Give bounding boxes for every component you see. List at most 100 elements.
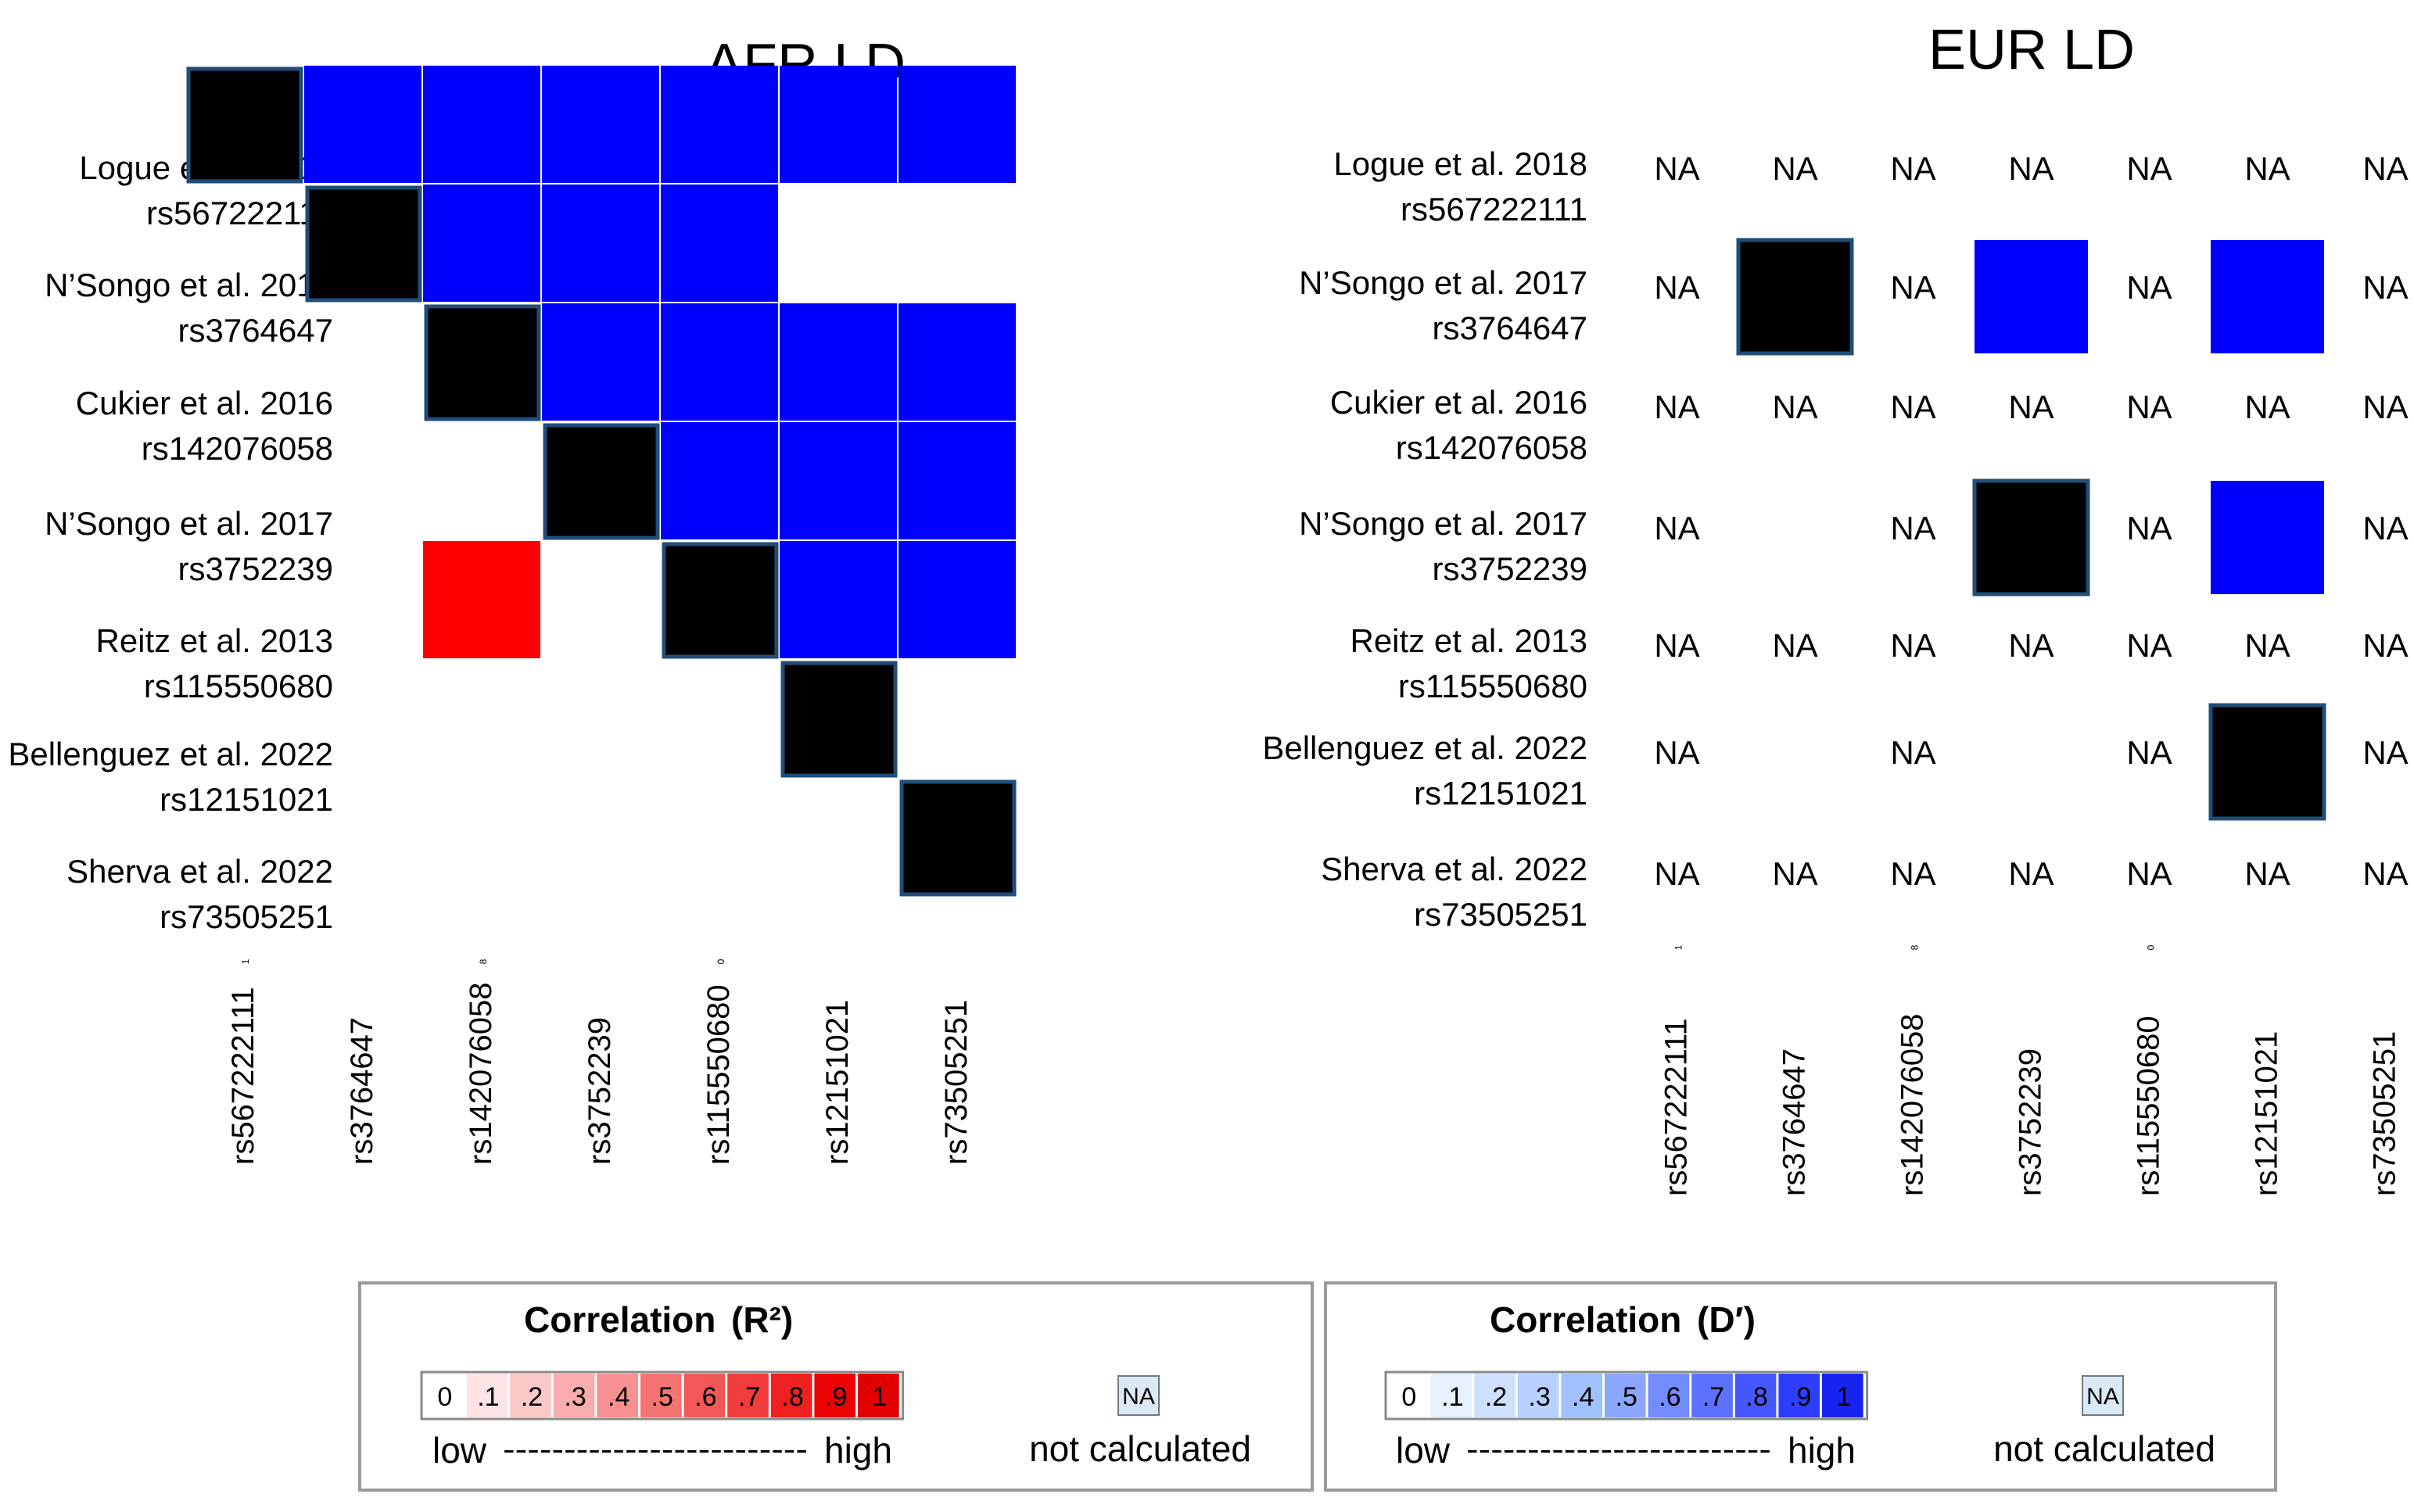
legend-scale-label: .8	[781, 1382, 803, 1412]
legend-r2-scale: 0 .1 .2 .3 .4 .5 .6 .7 .8 .9 1	[420, 1370, 905, 1421]
eur-cell-na: NA	[1772, 150, 1817, 187]
eur-column-label: rs142076058	[1896, 1013, 1930, 1196]
legend-scale-swatch	[1430, 1374, 1472, 1417]
legend-scale-label: .1	[477, 1382, 499, 1412]
afr-cell-blue	[542, 66, 659, 183]
legend-scale-label: 1	[872, 1382, 887, 1412]
legend-scale-label: .7	[1702, 1382, 1724, 1412]
eur-cell-na: NA	[1772, 627, 1817, 664]
afr-column-marker: 1	[240, 958, 251, 964]
legend-scale-label: .5	[1616, 1382, 1637, 1412]
legend-scale-label: .4	[1572, 1382, 1594, 1412]
afr-column-label: rs73505251	[939, 1000, 974, 1165]
afr-cell-blue	[304, 66, 421, 183]
eur-cell-blue	[2211, 481, 2324, 594]
eur-cell-na: NA	[2244, 627, 2290, 664]
eur-cell-diagonal	[1972, 478, 2090, 597]
afr-column-label: rs3752239	[583, 1017, 617, 1165]
eur-column-marker: 1	[1673, 944, 1684, 950]
afr-cell-red	[423, 541, 540, 658]
legend-scale-swatch	[423, 1374, 465, 1417]
eur-column-marker: 0	[2146, 944, 2157, 950]
legend-scale-label: .1	[1441, 1382, 1463, 1412]
legend-scale-swatch	[683, 1374, 726, 1417]
legend-scale-label: .2	[521, 1382, 543, 1412]
eur-column-label: rs73505251	[2368, 1031, 2402, 1196]
afr-cell-blue	[899, 541, 1016, 658]
eur-cell-na: NA	[1654, 269, 1699, 306]
eur-cell-diagonal	[1736, 238, 1854, 356]
legend-r2-not-calculated: not calculated	[1029, 1428, 1251, 1469]
eur-cell-blue	[1975, 240, 2088, 353]
eur-row-snp-label: rs3752239	[1433, 550, 1588, 587]
legend-scale-label: .5	[651, 1382, 673, 1412]
legend-scale-swatch	[1561, 1374, 1602, 1417]
legend-scale-swatch	[1822, 1374, 1863, 1417]
legend-scale-swatch	[466, 1374, 508, 1417]
eur-cell-na: NA	[2008, 389, 2054, 425]
eur-cell-na: NA	[2244, 389, 2290, 425]
eur-ld-title: EUR LD	[1928, 19, 2135, 81]
legend-dprime-dashes: -------------------------	[1466, 1432, 1771, 1467]
afr-row-snp-label: rs567222111	[146, 195, 333, 231]
eur-cell-na: NA	[2362, 627, 2408, 664]
eur-cell-na: NA	[1654, 734, 1699, 771]
eur-row-snp-label: rs12151021	[1414, 775, 1587, 812]
legend-scale-label: .3	[564, 1382, 586, 1412]
eur-heatmap-cells: NA NA NA NA NA NA NA NA NA NA NA NA NA NA NA NA NA NA NA NA…	[1654, 150, 2408, 892]
eur-cell-na: NA	[1890, 269, 1935, 306]
eur-column-label: rs567222111	[1659, 1018, 1694, 1196]
legend-scale-swatch	[1605, 1374, 1646, 1417]
eur-cell-na: NA	[2244, 150, 2290, 187]
legend-dprime-not-calculated: not calculated	[1993, 1428, 2215, 1469]
afr-cell-blue	[542, 303, 659, 421]
eur-cell-na: NA	[2362, 269, 2408, 306]
afr-cell-blue	[780, 541, 897, 658]
eur-cell-na: NA	[2362, 734, 2408, 771]
eur-cell-na: NA	[2126, 389, 2172, 425]
afr-cell-blue	[542, 185, 659, 302]
eur-cell-na: NA	[2126, 734, 2172, 771]
legend-scale-label: .8	[1745, 1382, 1767, 1412]
afr-row-study-label: Sherva et al. 2022	[66, 853, 333, 890]
legend-scale-swatch	[510, 1374, 551, 1417]
legend-scale-swatch	[1734, 1374, 1777, 1417]
afr-cell-blue	[661, 66, 778, 183]
legend-dprime-title: Correlation	[1490, 1299, 1681, 1340]
eur-column-label: rs115550680	[2132, 1016, 2166, 1196]
afr-row-snp-label: rs3752239	[178, 550, 334, 587]
afr-cell-blue	[423, 185, 540, 302]
afr-row-study-label: N’Songo et al. 2017	[45, 505, 333, 542]
eur-row-study-label: Sherva et al. 2022	[1321, 851, 1587, 887]
eur-cell-na: NA	[2362, 855, 2408, 892]
legend-dprime-low: low	[1396, 1430, 1451, 1471]
legend-scale-swatch	[814, 1374, 855, 1417]
afr-cell-blue	[899, 303, 1016, 421]
afr-cell-blue	[661, 185, 778, 302]
eur-cell-na: NA	[2008, 150, 2054, 187]
legend-scale-swatch	[1691, 1374, 1733, 1417]
afr-cell-diagonal	[662, 542, 779, 659]
eur-cell-na: NA	[2126, 269, 2172, 306]
eur-cell-na: NA	[1654, 389, 1699, 425]
eur-cell-na: NA	[1654, 855, 1699, 892]
eur-cell-na: NA	[1890, 389, 1935, 425]
eur-cell-na: NA	[2126, 627, 2172, 664]
legend-scale-swatch	[770, 1374, 812, 1417]
eur-cell-na: NA	[2362, 510, 2408, 546]
eur-cell-na: NA	[1654, 627, 1699, 664]
eur-cell-na: NA	[2126, 510, 2172, 546]
afr-cell-diagonal	[424, 304, 541, 421]
legend-scale-label: .2	[1485, 1382, 1507, 1412]
eur-cell-na: NA	[1890, 627, 1935, 664]
legend-scale-swatch	[640, 1374, 682, 1417]
afr-column-label: rs3764647	[345, 1017, 379, 1165]
afr-row-study-label: Reitz et al. 2013	[95, 622, 333, 659]
afr-column-label: rs12151021	[820, 1000, 855, 1165]
eur-cell-na: NA	[1772, 389, 1817, 425]
eur-column-label: rs3764647	[1777, 1048, 1812, 1196]
legend-r2-na-label: NA	[1122, 1384, 1155, 1410]
eur-cell-blue	[2211, 240, 2324, 353]
afr-column-label: rs115550680	[701, 984, 736, 1165]
